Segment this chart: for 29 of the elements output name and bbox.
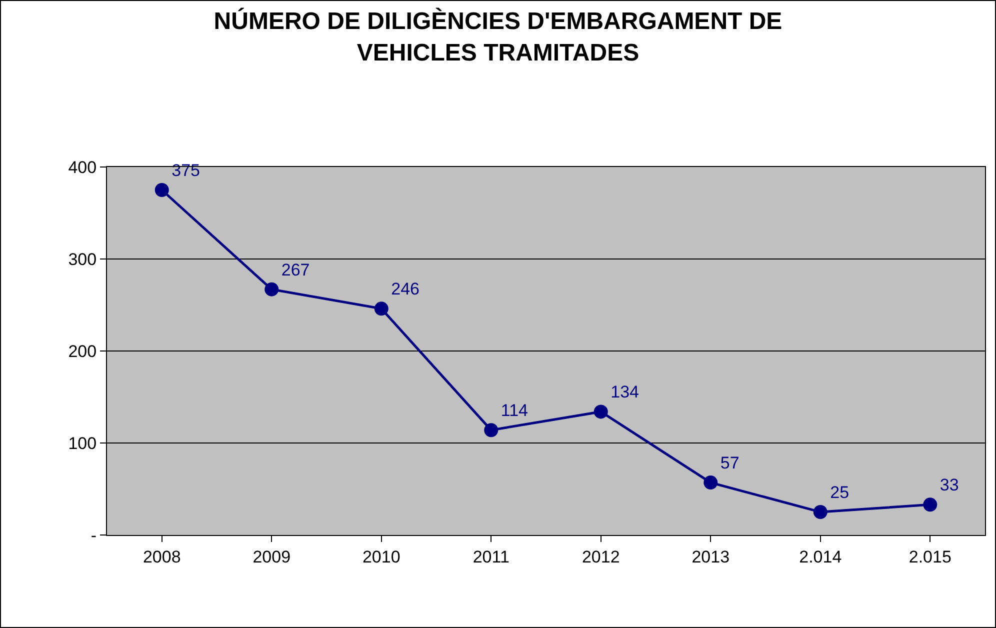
chart-title: NÚMERO DE DILIGÈNCIES D'EMBARGAMENT DE VEHICLES TRAMITADES [214, 7, 782, 66]
x-tick-label: 2012 [582, 547, 620, 566]
data-label: 57 [720, 454, 740, 473]
data-label: 246 [391, 280, 420, 299]
x-tick-label: 2011 [472, 547, 510, 566]
x-tick-label: 2.014 [799, 547, 842, 566]
x-tick-label: 2008 [142, 547, 181, 566]
x-tick-label: 2010 [362, 547, 400, 566]
data-label: 33 [940, 476, 959, 495]
y-tick-label: 300 [68, 250, 97, 269]
x-tick-label: 2.015 [908, 547, 952, 566]
data-label: 267 [281, 260, 310, 280]
point [704, 476, 718, 490]
point [264, 282, 279, 296]
data-label: 25 [830, 483, 850, 502]
data-label: 134 [610, 382, 640, 402]
y-tick-label: - [90, 526, 97, 545]
y-tick-label: 100 [68, 434, 97, 453]
point [154, 183, 169, 197]
point [813, 505, 828, 519]
y-tick-label: 400 [68, 158, 97, 177]
x-tick-label: 2013 [692, 547, 730, 566]
point [923, 498, 938, 512]
data-label: 114 [500, 401, 528, 420]
point [594, 404, 608, 419]
point [484, 423, 498, 438]
x-tick-label: 2009 [252, 547, 291, 566]
point [374, 302, 388, 316]
y-tick-label: 200 [68, 342, 97, 361]
